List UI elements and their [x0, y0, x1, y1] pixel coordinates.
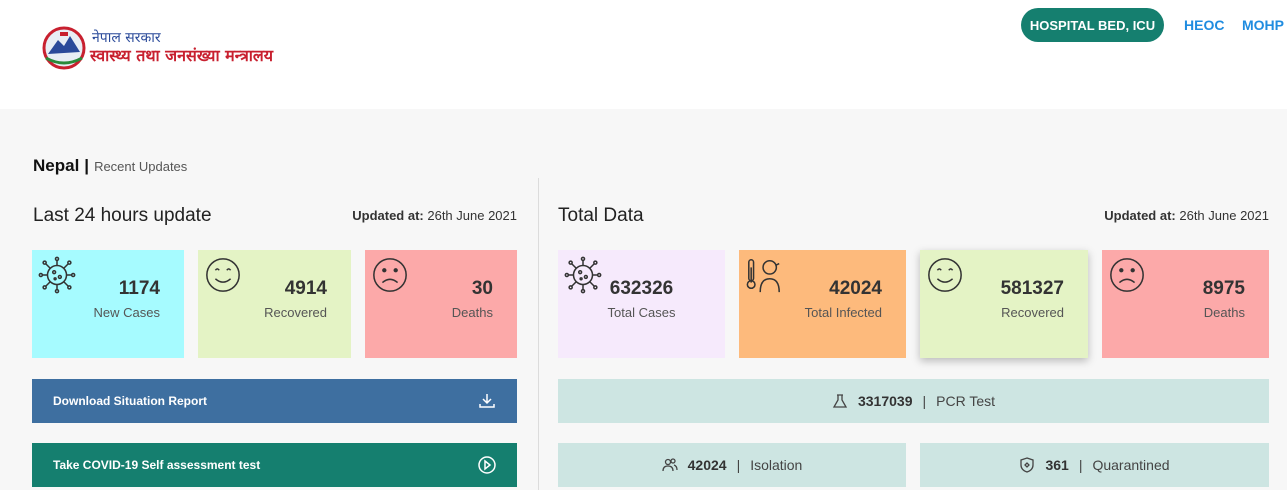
play-icon	[478, 456, 496, 474]
isolation-separator: |	[736, 457, 741, 473]
deaths-24h-label: Deaths	[451, 305, 493, 320]
self-assessment-label: Take COVID-19 Self assessment test	[53, 458, 261, 472]
total-updated-label: Updated at:	[1104, 208, 1176, 223]
recovered-24h-value: 4914	[284, 278, 327, 299]
breadcrumb-country: Nepal	[33, 156, 80, 175]
total-title: Total Data	[558, 205, 644, 226]
nav-link-heoc[interactable]: HEOC	[1184, 17, 1225, 33]
pcr-test-bar: 3317039 | PCR Test	[558, 379, 1269, 423]
total-deaths-value: 8975	[1202, 278, 1245, 299]
recovered-24h-label: Recovered	[264, 305, 327, 320]
isolation-value: 42024	[687, 457, 727, 473]
hospital-bed-button[interactable]: HOSPITAL BED, ICU	[1021, 8, 1164, 42]
total-cases-card: 632326 Total Cases	[558, 250, 725, 358]
total-recovered-label: Recovered	[1001, 305, 1064, 320]
nav-link-mohp[interactable]: MOHP	[1242, 17, 1284, 33]
sad-icon	[373, 258, 407, 292]
total-updated-value: 26th June 2021	[1179, 208, 1269, 223]
isolation-label: Isolation	[750, 457, 803, 473]
breadcrumb-section: Recent Updates	[94, 159, 188, 174]
total-recovered-card: 581327 Recovered	[920, 250, 1088, 358]
breadcrumb: Nepal | Recent Updates	[33, 156, 187, 176]
thermometer-person-icon	[746, 259, 780, 293]
recovered-24h-card: 4914 Recovered	[198, 250, 351, 358]
quarantined-separator: |	[1078, 457, 1083, 473]
download-report-label: Download Situation Report	[53, 394, 207, 408]
download-icon	[479, 394, 495, 408]
column-divider	[538, 178, 539, 490]
nepal-emblem-icon	[42, 26, 86, 70]
sad-icon	[1110, 258, 1144, 292]
total-cases-label: Total Cases	[607, 305, 676, 320]
total-infected-label: Total Infected	[804, 305, 882, 320]
last24-updated-label: Updated at:	[352, 208, 424, 223]
self-assessment-button[interactable]: Take COVID-19 Self assessment test	[32, 443, 517, 487]
last24-updated: Updated at: 26th June 2021	[352, 208, 517, 223]
total-deaths-label: Deaths	[1203, 305, 1245, 320]
ministry-logo[interactable]: नेपाल सरकार स्वास्थ्य तथा जनसंख्या मन्त्…	[40, 24, 300, 74]
download-report-button[interactable]: Download Situation Report	[32, 379, 517, 423]
last24-title: Last 24 hours update	[33, 205, 212, 226]
last24-updated-value: 26th June 2021	[427, 208, 517, 223]
breadcrumb-separator: |	[84, 156, 90, 175]
pcr-test-separator: |	[922, 393, 927, 409]
total-deaths-card: 8975 Deaths	[1102, 250, 1269, 358]
total-recovered-value: 581327	[1000, 278, 1064, 299]
new-cases-card: 1174 New Cases	[32, 250, 184, 358]
smile-icon	[206, 258, 240, 292]
flask-icon	[832, 394, 848, 408]
new-cases-label: New Cases	[93, 305, 160, 320]
virus-icon	[38, 256, 76, 294]
total-cases-value: 632326	[609, 278, 674, 299]
logo-title-line2: स्वास्थ्य तथा जनसंख्या मन्त्रालय	[90, 46, 274, 65]
site-header: नेपाल सरकार स्वास्थ्य तथा जनसंख्या मन्त्…	[0, 0, 1287, 109]
total-updated: Updated at: 26th June 2021	[1104, 208, 1269, 223]
deaths-24h-value: 30	[471, 278, 493, 299]
people-icon	[661, 458, 678, 472]
total-infected-value: 42024	[829, 278, 882, 299]
quarantined-bar: 361 | Quarantined	[920, 443, 1269, 487]
smile-icon	[928, 258, 962, 292]
quarantined-value: 361	[1045, 457, 1069, 473]
quarantined-label: Quarantined	[1092, 457, 1170, 473]
pcr-test-label: PCR Test	[936, 393, 996, 409]
deaths-24h-card: 30 Deaths	[365, 250, 517, 358]
new-cases-value: 1174	[118, 278, 160, 299]
pcr-test-value: 3317039	[857, 393, 913, 409]
shield-icon	[1020, 457, 1035, 473]
logo-title-line1: नेपाल सरकार	[92, 30, 161, 46]
virus-icon	[564, 256, 602, 294]
isolation-bar: 42024 | Isolation	[558, 443, 906, 487]
total-infected-card: 42024 Total Infected	[739, 250, 906, 358]
